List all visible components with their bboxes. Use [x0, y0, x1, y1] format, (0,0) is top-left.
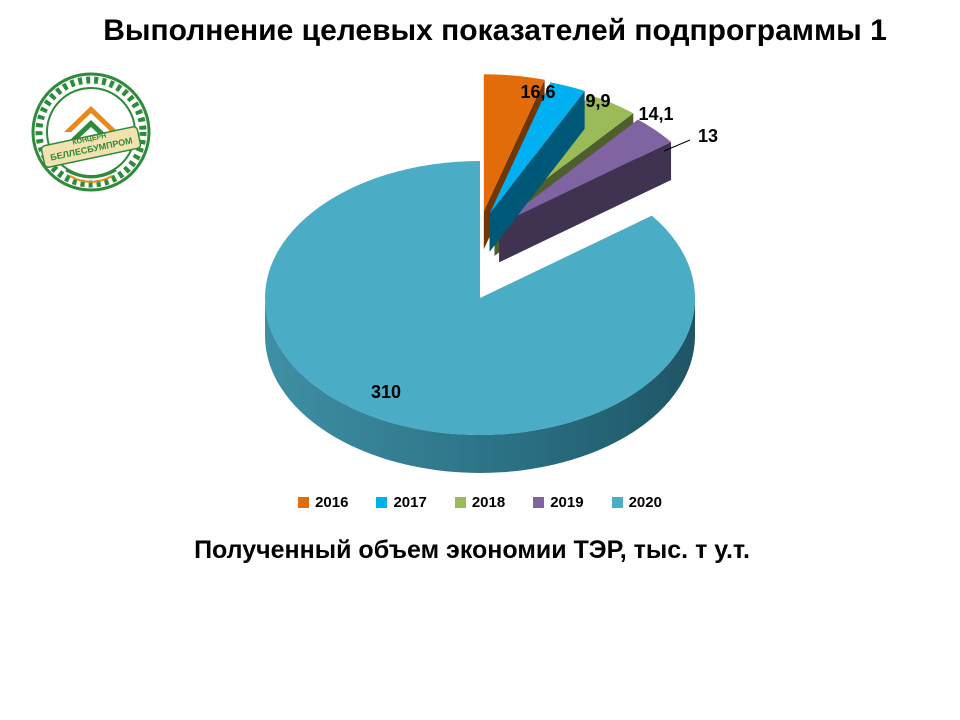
legend-item-2016: 2016	[298, 494, 348, 511]
pie-slice-top-2020	[265, 161, 696, 436]
legend-label-2016: 2016	[315, 494, 349, 511]
pie-slice-top-2019	[499, 119, 672, 225]
legend-item-2020: 2020	[611, 494, 662, 511]
chart-caption: Полученный объем экономии ТЭР, тыс. т у.…	[194, 536, 750, 564]
legend-label-2017: 2017	[393, 494, 427, 511]
data-label-2016: 16,6	[520, 82, 555, 102]
pie-slice-2017	[489, 82, 585, 252]
data-label-2019: 13	[698, 126, 718, 146]
data-label-2017: 9,9	[585, 91, 610, 111]
legend-swatch-2020	[611, 497, 623, 508]
pie-slice-2020	[265, 161, 696, 473]
legend-swatch-2018	[454, 497, 466, 508]
pie-slice-side-2020	[265, 298, 695, 473]
legend-swatch-2019	[533, 497, 545, 508]
legend-label-2018: 2018	[471, 494, 506, 511]
pie-slice-face-2017	[489, 90, 585, 252]
legend-item-2017: 2017	[376, 494, 427, 511]
pie-slice-top-2016	[483, 74, 545, 212]
legend-item-2019: 2019	[533, 494, 584, 511]
page-title: Выполнение целевых показателей подпрогра…	[103, 14, 887, 47]
data-label-2020: 310	[371, 382, 401, 402]
chart-legend: 2016 2017 2018 2019 2020	[0, 494, 960, 511]
pie-slice-face-2019	[499, 141, 672, 263]
data-label-2018: 14,1	[638, 104, 673, 124]
legend-item-2018: 2018	[454, 494, 506, 511]
pie-slice-top-2017	[489, 82, 585, 214]
legend-label-2019: 2019	[550, 494, 584, 511]
beleslumprom-logo-icon: КОНЦЕРН БЕЛЛЕСБУМПРОМ	[31, 72, 151, 192]
legend-label-2020: 2020	[628, 494, 662, 511]
legend-swatch-2017	[376, 497, 388, 508]
pie-slice-2019	[499, 119, 672, 263]
legend-swatch-2016	[298, 497, 310, 508]
leader-line-2019	[663, 139, 691, 152]
